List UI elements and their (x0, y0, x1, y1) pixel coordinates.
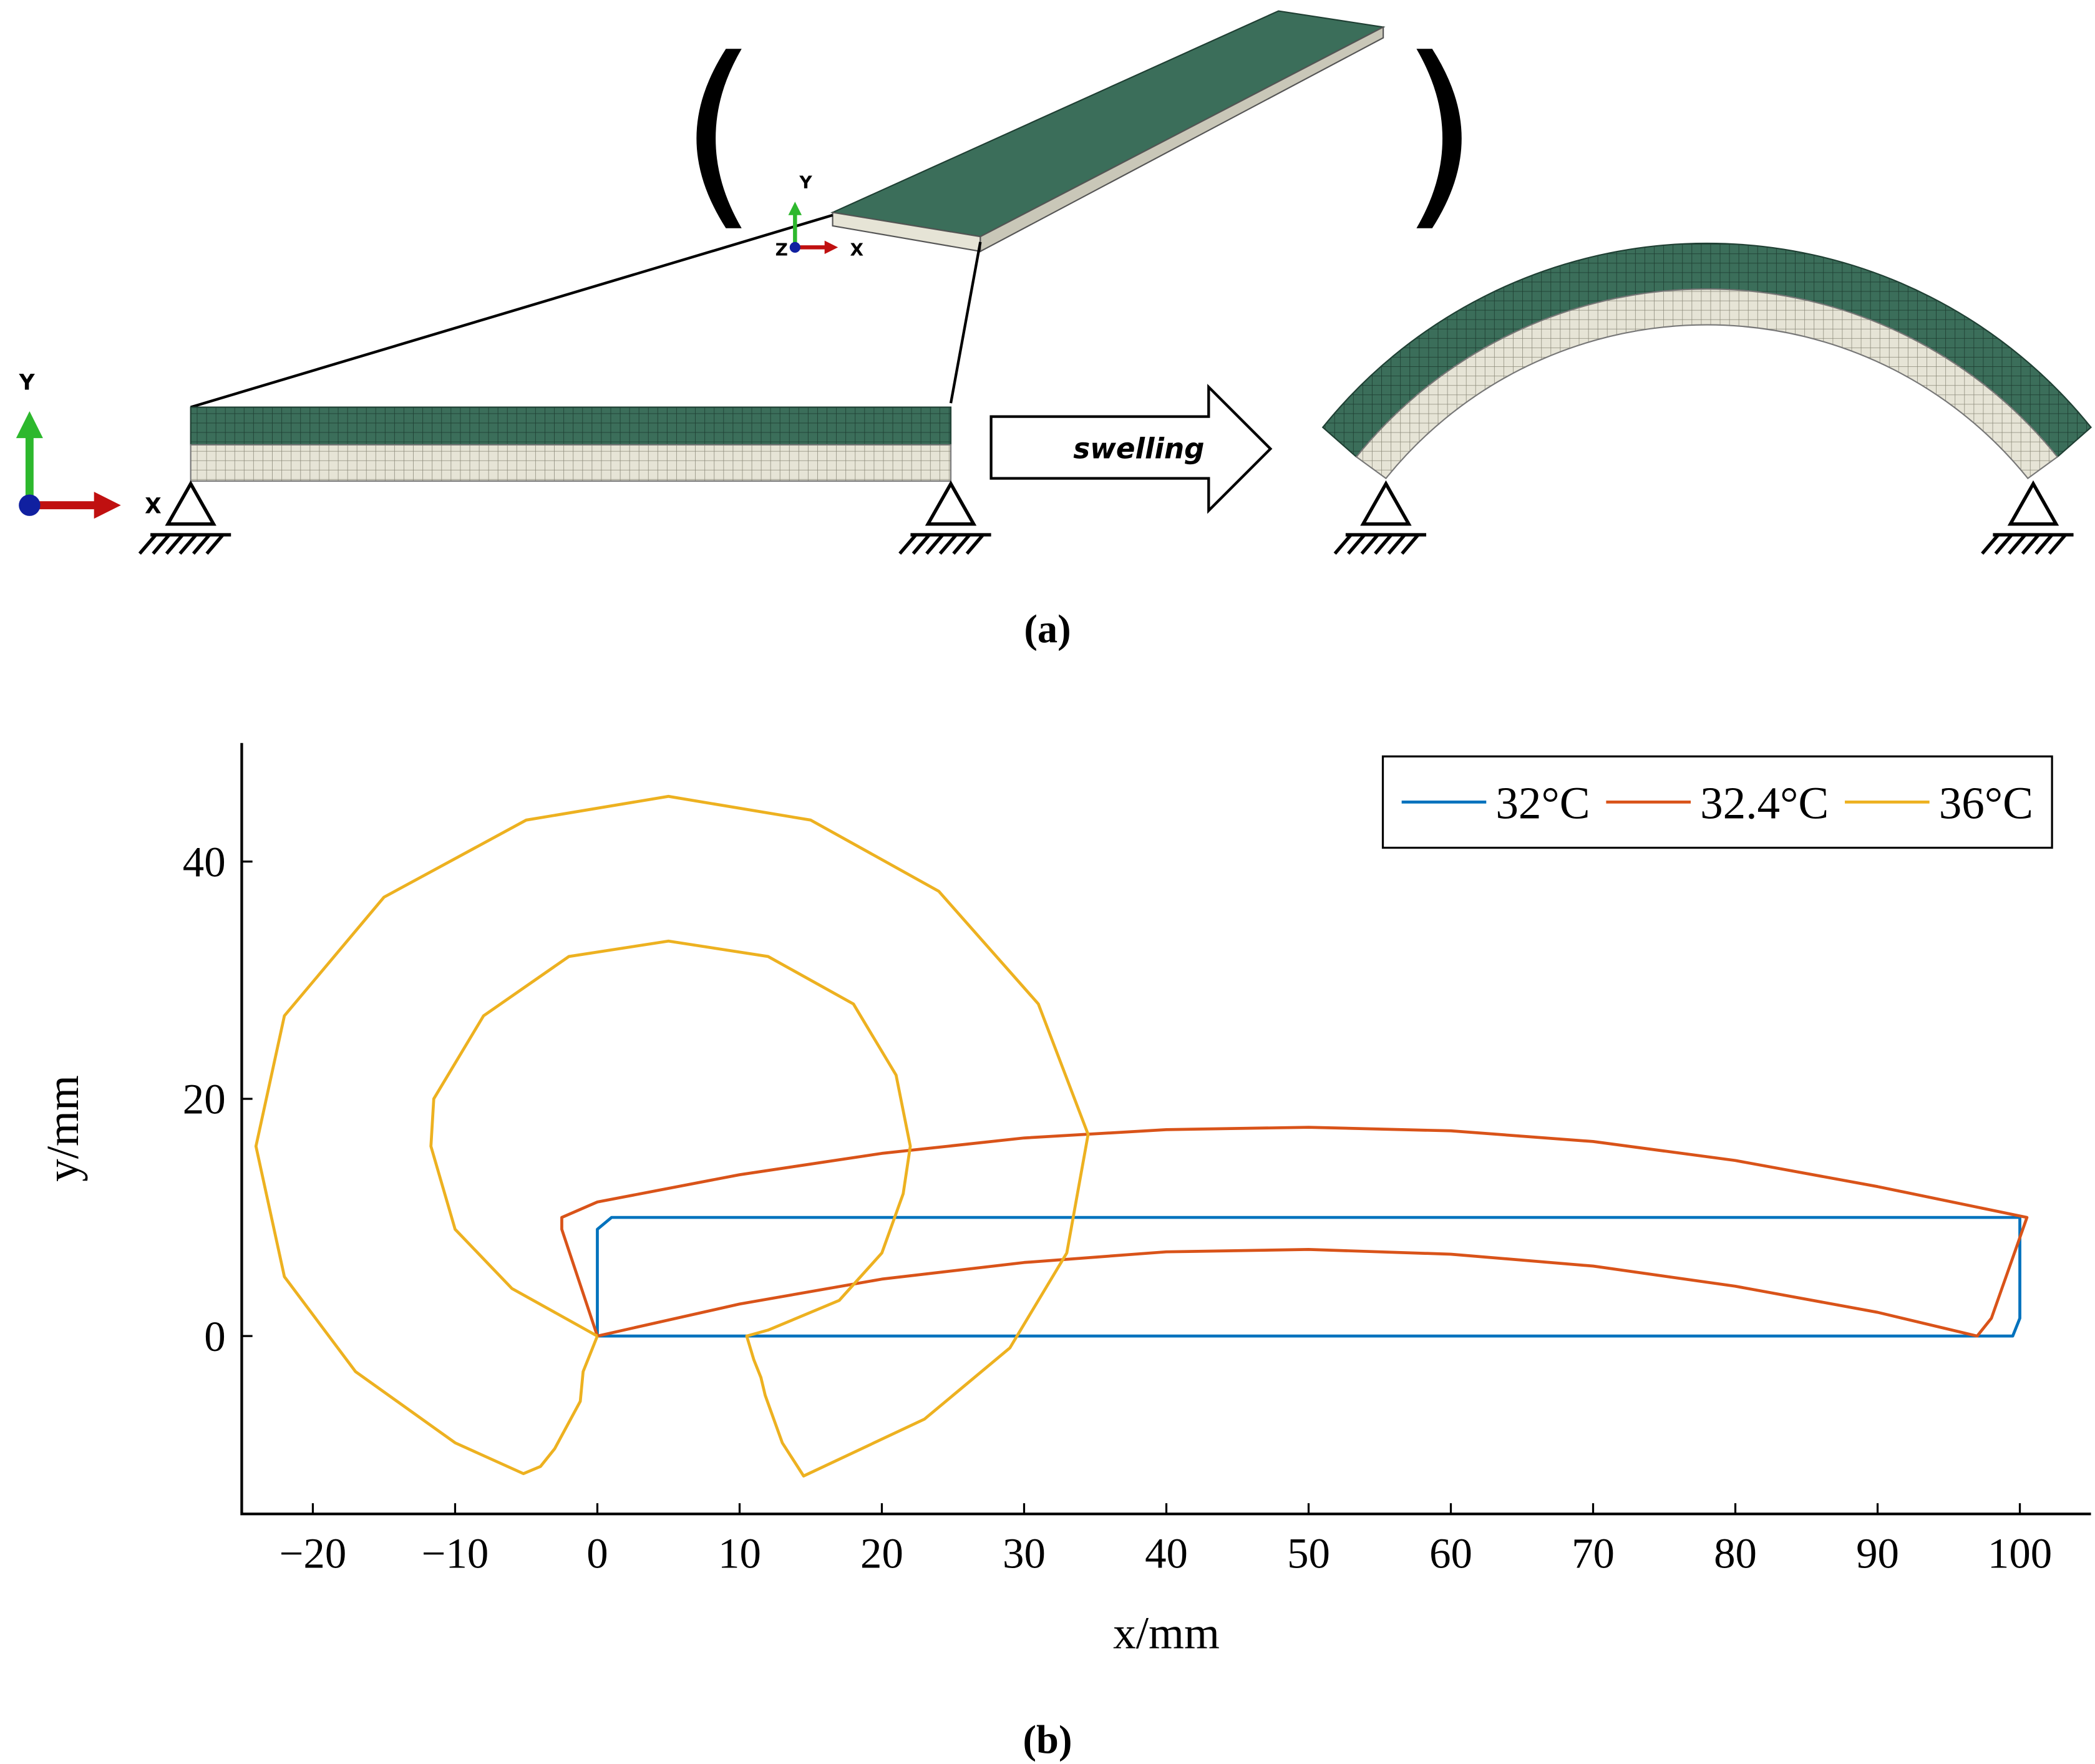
x-tick-label: 0 (586, 1529, 608, 1577)
beam-bottom-layer (190, 444, 952, 482)
x-tick-label: 70 (1572, 1529, 1615, 1577)
axis-label: X (145, 494, 162, 519)
series-line (254, 794, 1090, 1478)
legend-label: 32°C (1495, 777, 1590, 828)
y-tick-label: 40 (183, 838, 226, 885)
support (1982, 484, 2073, 553)
x-tick-label: 10 (718, 1529, 761, 1577)
x-tick-label: 90 (1856, 1529, 1899, 1577)
x-tick-label: 100 (1988, 1529, 2052, 1577)
axis-label: X (850, 239, 864, 260)
x-tick-label: 20 (860, 1529, 903, 1577)
arc-bottom-layer (1355, 288, 2059, 480)
bracket: ( (679, 15, 758, 250)
arrow-label: swelling (1073, 432, 1204, 465)
panel-b: −20 −10 0 10 20 30 40 50 60 70 80 90 100 0 20 40 x/mm y/m… (37, 743, 2091, 1659)
plate-top (830, 10, 1386, 238)
zoom-line (190, 213, 982, 409)
x-tick-label: 30 (1003, 1529, 1046, 1577)
beam-top-layer (190, 406, 952, 446)
legend-label: 36°C (1939, 777, 2033, 828)
legend-label: 32.4°C (1700, 777, 1829, 828)
x-tick-label: −20 (279, 1529, 347, 1577)
series-line (596, 1216, 2021, 1338)
x-tick-label: −10 (422, 1529, 489, 1577)
y-axis-label: y/mm (37, 1075, 88, 1182)
legend-box (1381, 755, 2053, 849)
caption: (b) (1023, 1717, 1072, 1762)
arrow (989, 384, 1273, 514)
y-tick-label: 0 (204, 1313, 225, 1360)
legend: 32°C 32.4°C 36°C (1381, 755, 2053, 849)
axis-label: Y (19, 371, 36, 396)
x-axis-label: x/mm (1113, 1608, 1220, 1659)
axis-line (240, 743, 2091, 1516)
axis-label: Z (775, 239, 788, 260)
x-tick-label: 50 (1287, 1529, 1330, 1577)
bracket: ) (1401, 15, 1479, 250)
axis-label: Y (799, 172, 812, 193)
support (900, 484, 991, 553)
main-triad: Y X (16, 371, 162, 519)
series-line (560, 1126, 2029, 1338)
caption: (a) (1024, 606, 1071, 651)
x-tick-label: 60 (1429, 1529, 1472, 1577)
y-tick-label: 20 (183, 1076, 226, 1123)
x-tick-label: 80 (1714, 1529, 1757, 1577)
panel-a: ( ) Y Z X Y X swelling (a) (16, 10, 2093, 651)
inset-triad: Y Z X (775, 172, 863, 260)
x-tick-label: 40 (1145, 1529, 1188, 1577)
support (1335, 484, 1426, 553)
